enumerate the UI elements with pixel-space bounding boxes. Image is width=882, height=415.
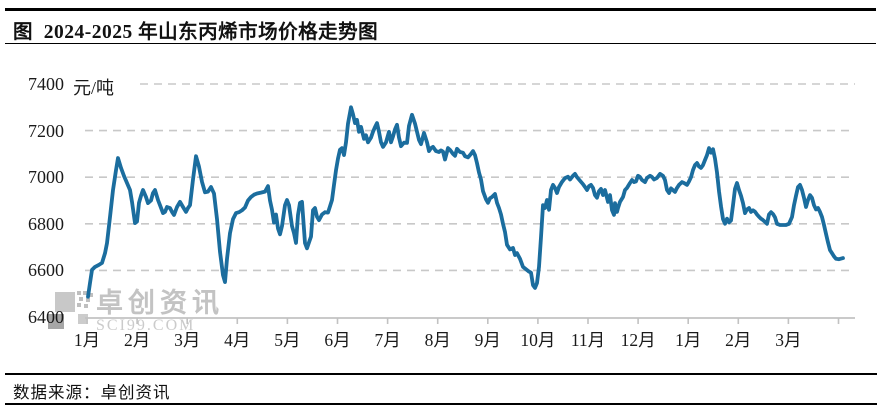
x-tick-label: 2月	[123, 330, 151, 350]
y-tick-label: 7000	[28, 167, 64, 188]
x-tick-label: 3月	[174, 330, 201, 350]
x-tick-label: 4月	[224, 330, 251, 350]
figure-title: 图 2024-2025 年山东丙烯市场价格走势图	[13, 22, 379, 43]
watermark-name: 卓创资讯	[96, 288, 224, 318]
price-line-chart	[85, 83, 855, 324]
x-tick-label: 10月	[520, 330, 556, 350]
price-series-line	[86, 105, 845, 299]
x-tick-label: 5月	[274, 330, 301, 350]
x-tick-label: 11月	[570, 330, 606, 350]
watermark-domain: SCI99.COM	[96, 317, 196, 334]
x-tick-label: 12月	[620, 330, 656, 350]
y-axis-unit-label: 元/吨	[73, 78, 115, 98]
y-tick-label: 7400	[28, 74, 64, 94]
footer-bottom-rule	[5, 403, 877, 405]
title-bottom-rule	[5, 43, 876, 45]
x-tick-label: 7月	[374, 330, 401, 350]
data-source-label: 数据来源：卓创资讯	[13, 383, 171, 402]
y-tick-label: 6800	[28, 213, 64, 234]
x-tick-label: 9月	[474, 330, 501, 350]
x-tick-label: 1月	[675, 330, 702, 350]
x-tick-label: 2月	[725, 330, 752, 350]
x-tick-label: 3月	[775, 330, 802, 350]
x-tick-label: 1月	[73, 330, 101, 350]
sci99-watermark: 卓创资讯 SCI99.COM	[48, 289, 224, 334]
x-tick-label: 6月	[324, 330, 351, 350]
y-tick-label: 7200	[28, 120, 64, 141]
footer-top-rule	[5, 373, 877, 375]
sci99-logo-icon	[48, 289, 92, 331]
title-top-rule	[5, 8, 876, 11]
y-tick-label: 6400	[28, 307, 64, 327]
x-tick-label: 8月	[424, 330, 451, 350]
y-tick-label: 6600	[28, 260, 64, 281]
